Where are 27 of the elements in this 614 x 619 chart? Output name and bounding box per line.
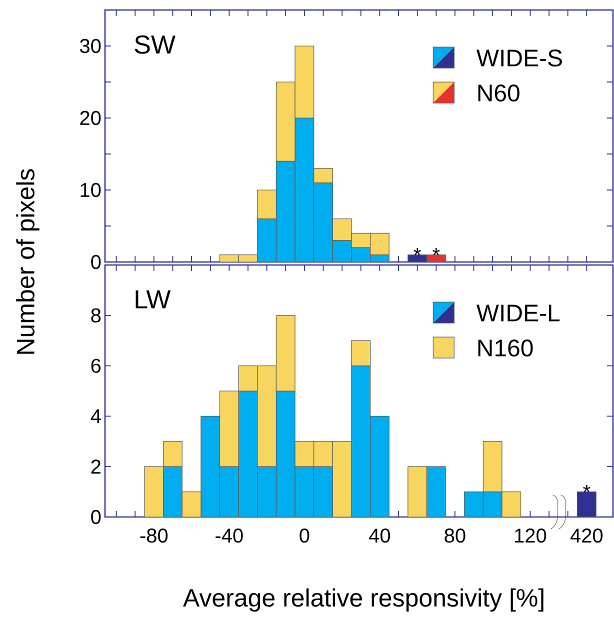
y-tick-label: 8 (91, 308, 101, 322)
y-tick-label: 4 (90, 409, 101, 424)
y-tick-label: 10 (80, 182, 101, 198)
legend-label: WIDE-L (476, 304, 560, 322)
x-tick-label: -80 (140, 528, 168, 543)
legend-label: N160 (478, 340, 533, 357)
x-tick-label: 120 (515, 528, 546, 543)
data-label: * (432, 248, 440, 256)
x-tick-label: -40 (216, 528, 243, 543)
x-tick-label: 80 (444, 528, 466, 543)
y-tick-label: 20 (80, 110, 101, 126)
x-tick-label: 40 (369, 528, 390, 543)
x-tick-label: 0 (300, 528, 310, 543)
y-tick-label: 6 (91, 358, 101, 373)
y-tick-label: 0 (91, 254, 101, 270)
y-tick-label: 30 (80, 38, 101, 54)
legend-label: N60 (478, 84, 520, 102)
y-tick-label: 2 (91, 460, 100, 474)
data-label: * (414, 248, 421, 256)
x-axis-title: Average relative responsivity [%] (183, 588, 544, 612)
text: SW (134, 35, 176, 54)
legend-label: WIDE-S (476, 50, 562, 67)
y-tick-label: 0 (91, 510, 101, 524)
data-label: * (583, 485, 590, 492)
x-tick-label: 420 (570, 528, 603, 543)
y-axis-title: Number of pixels (16, 169, 40, 354)
text: LW (136, 290, 171, 308)
